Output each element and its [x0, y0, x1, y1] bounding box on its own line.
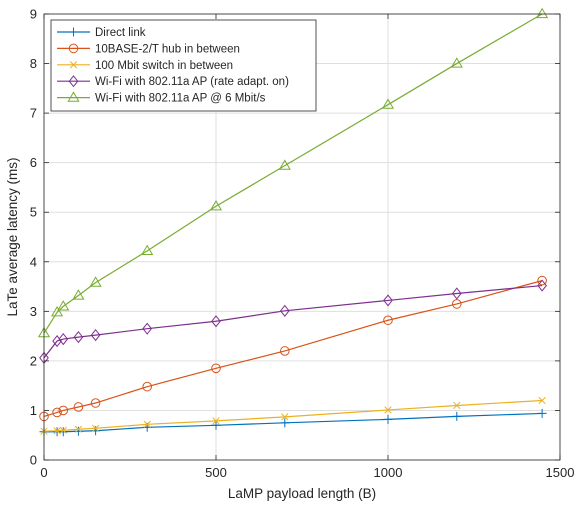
data-point [383, 294, 393, 307]
data-point [73, 330, 84, 344]
data-point [278, 159, 291, 170]
data-point [73, 402, 84, 412]
data-point [381, 98, 395, 109]
legend-item: Direct link [57, 27, 146, 39]
data-point [452, 411, 462, 421]
data-point [453, 401, 461, 410]
data-point [280, 346, 290, 356]
legend-item: Wi-Fi with 802.11a AP @ 6 Mbit/s [57, 91, 266, 105]
data-point [142, 322, 153, 335]
x-axis-label: LaMP payload length (B) [228, 486, 376, 501]
legend-item: 10BASE-2/T hub in between [57, 43, 240, 55]
x-tick-label: 1000 [374, 465, 403, 480]
y-tick-label: 4 [30, 254, 37, 269]
data-point [384, 406, 392, 414]
y-tick-label: 6 [30, 155, 37, 170]
data-point [143, 420, 151, 428]
series-4 [39, 279, 547, 365]
data-point [211, 420, 221, 430]
data-point [383, 414, 393, 424]
data-point [212, 417, 220, 425]
legend-label: 10BASE-2/T hub in between [95, 43, 240, 55]
data-point [57, 300, 70, 311]
data-point [537, 408, 547, 418]
y-tick-label: 1 [30, 403, 37, 418]
data-point [452, 299, 462, 309]
series-3 [40, 396, 546, 435]
data-point [51, 306, 64, 317]
data-point [536, 7, 549, 19]
series-5 [37, 7, 549, 338]
data-point [537, 275, 547, 286]
data-point [279, 304, 290, 317]
data-point [383, 315, 393, 326]
ticks: 0 500 1000 1500 0 1 2 3 4 5 6 7 8 9 [30, 7, 575, 481]
legend-item: Wi-Fi with 802.11a AP (rate adapt. on) [57, 75, 289, 88]
data-point [142, 381, 152, 392]
legend-label: Direct link [95, 27, 146, 39]
data-point [72, 289, 85, 300]
data-point [141, 244, 154, 255]
y-tick-label: 0 [30, 453, 37, 468]
y-tick-label: 5 [30, 205, 37, 220]
legend-label: Wi-Fi with 802.11a AP @ 6 Mbit/s [95, 93, 266, 105]
data-point [211, 315, 221, 328]
series-line [43, 284, 543, 359]
data-point [53, 427, 61, 435]
legend-marker [69, 61, 78, 69]
legend: Direct link 10BASE-2/T hub in between 100 … [50, 19, 317, 112]
data-point [451, 287, 462, 300]
series-line [43, 13, 543, 334]
legend-label: 100 Mbit switch in between [95, 60, 233, 72]
y-tick-label: 8 [30, 56, 37, 71]
y-tick-label: 9 [30, 7, 37, 22]
series-layer [37, 7, 549, 437]
legend-item: 100 Mbit switch in between [57, 60, 233, 72]
data-point [74, 425, 83, 433]
data-point [280, 418, 290, 428]
y-tick-label: 3 [30, 304, 37, 319]
data-point [89, 276, 102, 287]
y-tick-label: 7 [30, 106, 37, 121]
series-2 [39, 275, 547, 422]
data-point [52, 407, 62, 418]
legend-marker [68, 43, 79, 54]
legend-marker [67, 91, 80, 102]
data-point [73, 426, 83, 436]
legend-marker [69, 27, 78, 37]
data-point [281, 413, 289, 421]
data-point [450, 57, 463, 68]
data-point [58, 332, 69, 346]
plot-frame [43, 13, 561, 461]
legend-marker [68, 75, 79, 88]
y-tick-label: 2 [30, 353, 37, 368]
legend-label: Wi-Fi with 802.11a AP (rate adapt. on) [95, 76, 289, 88]
data-point [209, 199, 223, 211]
x-tick-label: 500 [205, 465, 227, 480]
data-point [58, 427, 68, 437]
x-tick-label: 1500 [546, 465, 575, 480]
data-point [538, 396, 546, 405]
legend-box [50, 19, 317, 112]
data-point [59, 426, 67, 434]
data-point [58, 405, 69, 416]
data-point [90, 398, 101, 408]
data-point [91, 424, 100, 432]
data-point [537, 279, 547, 292]
x-tick-label: 0 [40, 465, 47, 480]
data-point [90, 329, 101, 342]
y-axis-label: LaTe average latency (ms) [5, 157, 20, 316]
data-point [211, 363, 221, 374]
